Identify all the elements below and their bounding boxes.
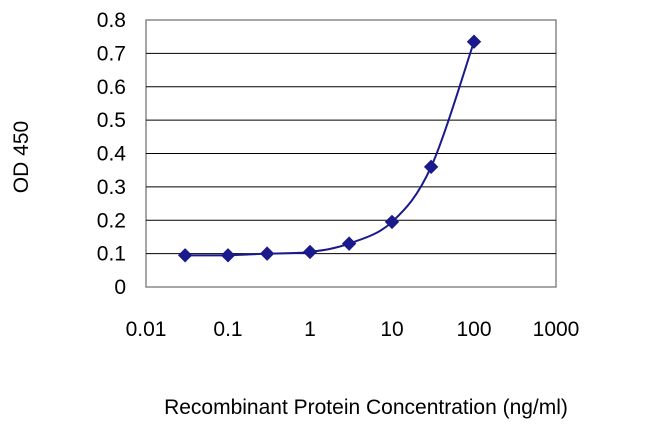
y-tick-label-3: 0.3 — [97, 176, 126, 199]
x-axis-title: Recombinant Protein Concentration (ng/ml… — [164, 396, 568, 419]
x-tick-label-2: 1 — [304, 318, 316, 341]
data-point-4 — [341, 236, 357, 251]
x-tick-label-4: 100 — [456, 318, 491, 341]
y-axis: 0 0.1 0.2 0.3 0.4 0.5 0.6 0.7 0.8 — [97, 9, 127, 299]
x-tick-label-1: 0.1 — [213, 318, 242, 341]
data-point-7 — [466, 34, 482, 49]
x-tick-label-3: 10 — [380, 318, 403, 341]
y-tick-label-0: 0 — [114, 276, 126, 299]
x-axis: 0.01 0.1 1 10 100 1000 — [126, 318, 580, 341]
data-point-2 — [259, 246, 275, 261]
y-tick-label-2: 0.2 — [97, 209, 126, 232]
data-point-6 — [423, 159, 439, 175]
data-point-1 — [220, 248, 236, 263]
y-tick-label-7: 0.7 — [97, 42, 126, 65]
x-tick-label-5: 1000 — [533, 318, 580, 341]
y-tick-label-6: 0.6 — [97, 76, 126, 99]
y-tick-label-1: 0.1 — [97, 243, 126, 266]
y-axis-title: OD 450 — [10, 121, 33, 193]
y-tick-label-5: 0.5 — [97, 109, 126, 132]
y-tick-label-4: 0.4 — [97, 143, 127, 166]
series-layer — [177, 34, 482, 263]
data-point-0 — [177, 248, 193, 263]
data-point-5 — [384, 214, 400, 230]
data-point-3 — [302, 244, 318, 260]
y-tick-label-8: 0.8 — [97, 9, 126, 32]
x-tick-label-0: 0.01 — [126, 318, 167, 341]
